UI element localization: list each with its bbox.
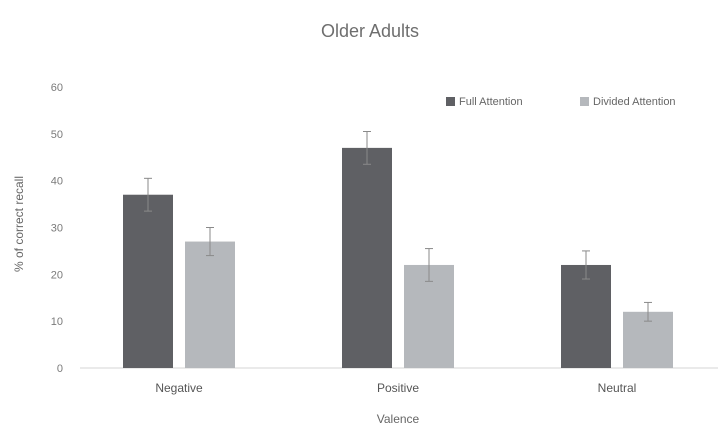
y-axis-ticks: 0 10 20 30 40 50 60 (51, 82, 63, 375)
category-label-neutral: Neutral (598, 381, 637, 395)
bar-full-attention-positive (342, 147, 392, 368)
legend-swatch-divided-attention (580, 97, 589, 106)
legend-label-full-attention: Full Attention (459, 96, 523, 108)
bar-divided-attention-positive (404, 264, 454, 368)
bar-full-attention-neutral (561, 264, 611, 368)
category-labels: Negative Positive Neutral (155, 381, 636, 395)
category-label-negative: Negative (155, 381, 203, 395)
legend-label-divided-attention: Divided Attention (593, 96, 676, 108)
legend-swatch-full-attention (446, 97, 455, 106)
chart-title: Older Adults (321, 21, 419, 41)
y-tick-label: 40 (51, 176, 63, 188)
y-tick-label: 20 (51, 269, 63, 281)
y-axis-label: % of correct recall (12, 176, 26, 272)
y-tick-label: 0 (57, 363, 63, 375)
legend: Full Attention Divided Attention (446, 96, 676, 108)
error-bars-group (144, 130, 652, 322)
y-tick-label: 60 (51, 82, 63, 94)
y-tick-label: 30 (51, 223, 63, 235)
y-tick-label: 10 (51, 316, 63, 328)
category-label-positive: Positive (377, 381, 419, 395)
x-axis-label: Valence (377, 412, 420, 426)
bar-full-attention-negative (123, 194, 173, 368)
y-tick-label: 50 (51, 129, 63, 141)
bar-divided-attention-negative (185, 241, 235, 368)
bars-group (123, 147, 673, 368)
